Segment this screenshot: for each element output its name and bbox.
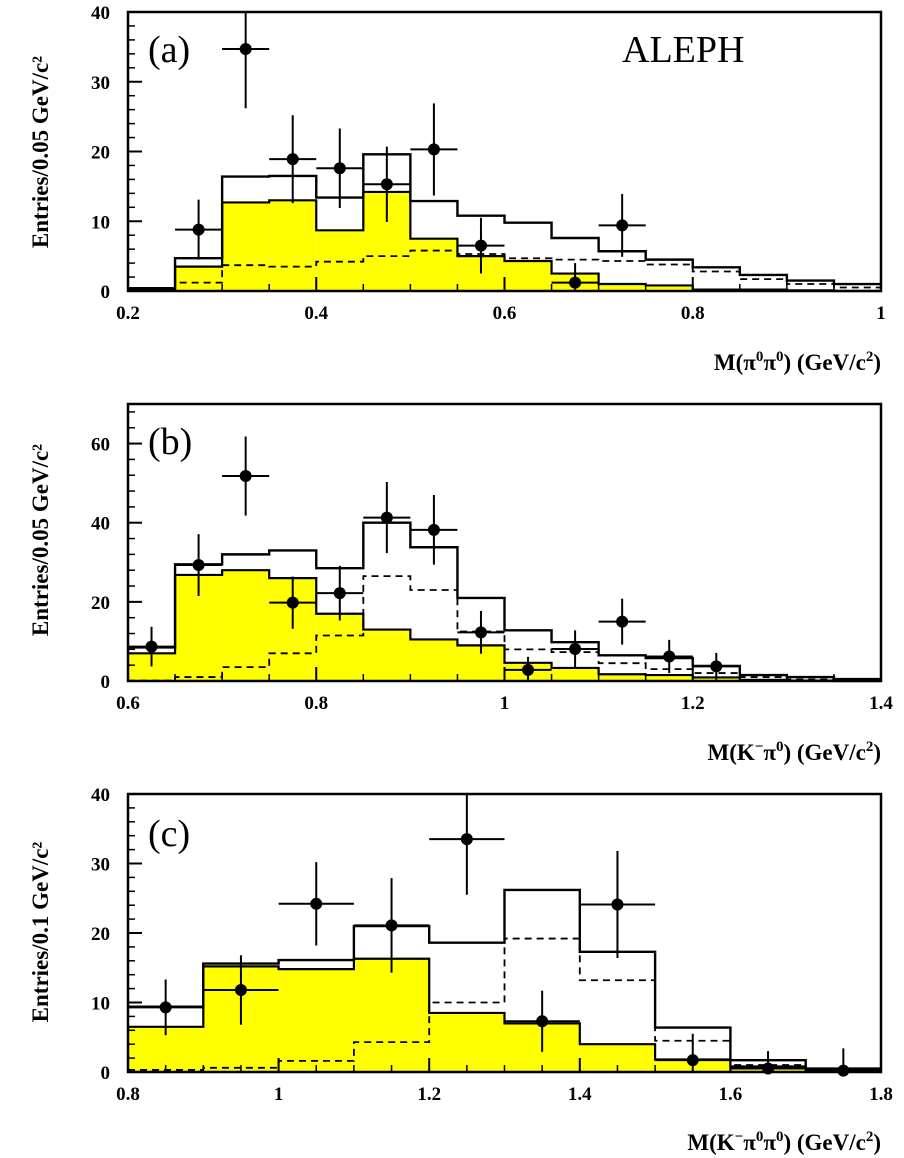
data-point: [427, 523, 440, 536]
panel-c: 0.8 1 1.2 1.4 1.6 1.8 0 10 20 30 40: [91, 785, 893, 1105]
panel-b-label: (b): [148, 421, 192, 463]
filled-bin: [222, 202, 270, 291]
data-point: [333, 162, 346, 175]
panel-b-ylabel: Entries/0.05 GeV/c²: [28, 444, 53, 636]
data-point: [159, 1001, 172, 1014]
filled-bin: [175, 266, 223, 291]
data-point: [663, 650, 676, 663]
panel-c-ylabel: Entries/0.1 GeV/c²: [28, 842, 53, 1023]
filled-bin: [316, 230, 364, 291]
data-point: [385, 919, 398, 932]
y-tick-label: 10: [91, 212, 110, 233]
x-tick-label: 1.6: [719, 1084, 743, 1105]
data-point: [333, 587, 346, 600]
filled-bin: [353, 958, 430, 1072]
x-tick-label: 0.2: [116, 303, 140, 324]
panel-b-xlabel: M(K−π0) (GeV/c2): [708, 739, 882, 765]
y-tick-label: 30: [91, 855, 110, 876]
x-tick-label: 0.4: [304, 303, 328, 324]
y-tick-label: 0: [101, 282, 111, 303]
panel-a-frame: [126, 10, 883, 293]
filled-bin: [363, 629, 411, 681]
x-tick-label: 0.8: [304, 693, 328, 714]
data-point: [522, 663, 535, 676]
filled-bin: [504, 261, 552, 291]
x-tick-label: 1.2: [681, 693, 705, 714]
panel-b-frame: [126, 402, 883, 683]
x-tick-label: 1.2: [417, 1084, 441, 1105]
data-point: [616, 615, 629, 628]
x-tick-label: 1.4: [568, 1084, 592, 1105]
filled-bin: [645, 285, 693, 291]
data-point: [234, 983, 247, 996]
data-point: [427, 143, 440, 156]
total-histogram-line: [128, 521, 881, 681]
data-point: [380, 511, 393, 524]
data-point: [710, 660, 723, 673]
y-tick-label: 20: [91, 143, 110, 164]
panel-c-xlabel: M(K−π0π0) (GeV/c2): [687, 1129, 881, 1155]
data-point: [616, 219, 629, 232]
data-point: [474, 626, 487, 639]
data-point: [286, 153, 299, 166]
y-tick-label: 10: [91, 994, 110, 1015]
y-tick-label: 60: [91, 435, 110, 456]
dashed-histogram-line: [128, 249, 881, 292]
y-tick-label: 0: [101, 672, 111, 693]
y-tick-label: 30: [91, 73, 110, 94]
panel-b: 0.6 0.8 1 1.2 1.4 0 20 40 60: [91, 411, 893, 714]
panel-a-xlabel: M(π0π0) (GeV/c2): [714, 349, 881, 375]
filled-bin: [222, 570, 270, 681]
filled-bin: [316, 613, 364, 681]
x-tick-label: 0.8: [681, 303, 705, 324]
data-point: [536, 1015, 549, 1028]
x-tick-label: 1: [876, 303, 886, 324]
x-tick-label: 0.6: [493, 303, 517, 324]
data-point: [145, 640, 158, 653]
filled-bin: [269, 200, 317, 291]
filled-bin: [645, 675, 693, 681]
data-point: [380, 178, 393, 191]
filled-bin: [429, 1012, 505, 1072]
x-tick-label: 1: [500, 693, 510, 714]
panel-a-ylabel: Entries/0.05 GeV/c²: [28, 56, 53, 248]
data-point: [474, 239, 487, 252]
y-tick-label: 0: [101, 1063, 111, 1084]
filled-bin: [551, 667, 599, 681]
panel-a-label: (a): [148, 29, 190, 71]
data-point: [569, 276, 582, 289]
filled-bin: [598, 674, 646, 681]
data-point: [569, 642, 582, 655]
total-histogram-line: [128, 888, 881, 1070]
y-tick-label: 20: [91, 593, 110, 614]
filled-bin: [410, 639, 458, 681]
filled-bin: [410, 238, 458, 291]
data-point: [611, 898, 624, 911]
panel-c-label: (c): [148, 813, 190, 855]
filled-bin: [598, 284, 646, 291]
data-point: [239, 470, 252, 483]
filled-bin: [278, 969, 354, 1072]
data-point: [192, 559, 205, 572]
data-point: [460, 833, 473, 846]
data-point: [686, 1054, 699, 1067]
x-tick-label: 1.4: [869, 693, 893, 714]
data-point: [310, 897, 323, 910]
y-tick-label: 40: [91, 785, 110, 806]
data-point: [239, 42, 252, 55]
x-tick-label: 0.8: [116, 1084, 140, 1105]
panel-c-frame: [126, 792, 883, 1074]
y-tick-label: 20: [91, 924, 110, 945]
x-tick-label: 1: [274, 1084, 284, 1105]
x-tick-label: 0.6: [116, 693, 140, 714]
data-point: [192, 223, 205, 236]
y-tick-label: 40: [91, 514, 110, 535]
y-tick-label: 40: [91, 3, 110, 24]
experiment-label: ALEPH: [622, 29, 744, 71]
data-point: [286, 596, 299, 609]
x-tick-label: 1.8: [869, 1084, 893, 1105]
